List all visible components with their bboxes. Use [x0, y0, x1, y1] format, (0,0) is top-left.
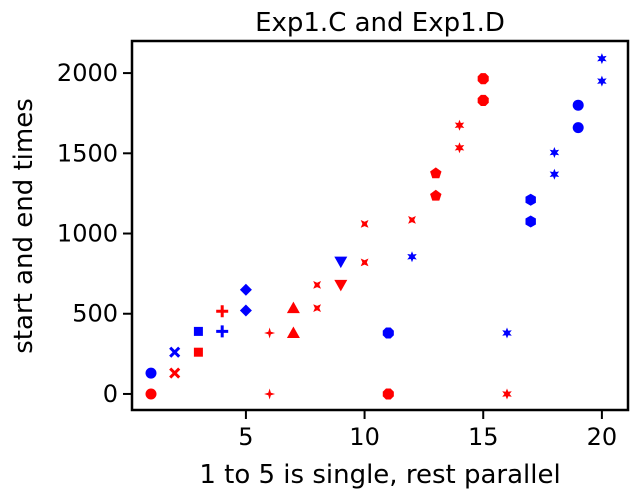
- data-point-star: [407, 251, 417, 263]
- data-point-star-x: [360, 220, 369, 228]
- y-tick-label: 500: [72, 300, 118, 328]
- data-point-star: [597, 75, 607, 87]
- data-point-octagon: [382, 327, 394, 339]
- data-markers: [145, 53, 607, 400]
- data-point-circle: [145, 367, 157, 379]
- y-axis-label: start and end times: [9, 98, 39, 354]
- data-point-circle: [572, 99, 584, 111]
- data-point-triangle-down: [334, 279, 348, 292]
- x-tick-label: 20: [587, 423, 618, 451]
- data-point-plus: [216, 325, 229, 338]
- x-axis-label: 1 to 5 is single, rest parallel: [199, 460, 560, 490]
- data-point-star-x: [408, 216, 416, 224]
- data-point-octagon: [382, 388, 394, 400]
- data-point-star: [502, 327, 512, 339]
- data-point-triangle-up: [286, 301, 300, 314]
- data-point-pentagon: [430, 189, 442, 201]
- y-tick-label: 1000: [57, 220, 118, 248]
- x-tick-label: 15: [468, 423, 499, 451]
- data-point-star4: [264, 388, 276, 400]
- data-point-diamond: [239, 304, 252, 317]
- data-point-star4: [264, 327, 276, 339]
- data-point-circle: [145, 388, 157, 400]
- data-point-star: [549, 147, 560, 158]
- data-point-circle: [572, 122, 584, 134]
- data-point-star-x: [360, 258, 369, 267]
- data-point-star: [454, 142, 465, 154]
- data-point-square: [193, 326, 203, 336]
- data-point-x: [169, 346, 181, 358]
- data-point-triangle-down: [334, 256, 348, 269]
- data-point-octagon: [477, 73, 489, 85]
- data-point-octagon: [477, 94, 489, 106]
- data-point-star: [597, 53, 607, 65]
- data-point-plus: [216, 305, 229, 318]
- data-point-triangle-up: [286, 326, 300, 338]
- y-tick-label: 2000: [57, 59, 118, 87]
- data-point-diamond: [239, 283, 252, 296]
- chart-title: Exp1.C and Exp1.D: [255, 8, 505, 38]
- x-tick-label: 5: [238, 423, 253, 451]
- data-point-x: [169, 367, 181, 379]
- y-tick-label: 1500: [57, 139, 118, 167]
- data-point-star-x: [313, 281, 321, 289]
- data-point-star: [502, 388, 512, 400]
- data-point-hexagon: [525, 193, 536, 206]
- data-point-star: [454, 119, 465, 131]
- data-point-star-x: [313, 304, 321, 312]
- data-point-pentagon: [430, 167, 442, 179]
- axis-ticks: 5 10 15 20 0 500 1000 1500 2000: [57, 59, 617, 451]
- data-point-star: [549, 168, 560, 180]
- y-tick-label: 0: [103, 380, 118, 408]
- x-tick-label: 10: [349, 423, 380, 451]
- plot-frame: [130, 39, 630, 412]
- data-point-square: [193, 347, 203, 357]
- data-point-hexagon: [525, 215, 536, 228]
